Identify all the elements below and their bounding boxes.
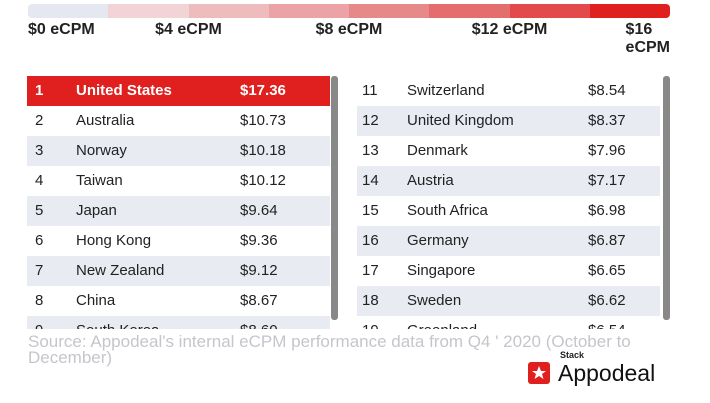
rank: 15	[362, 202, 379, 219]
table-left: 1 United States $17.36 2 Australia $10.73 3 Nor…	[27, 76, 330, 329]
ecpm: $6.65	[588, 262, 626, 279]
table-row: 5 Japan $9.64	[27, 196, 330, 226]
rank: 6	[35, 232, 44, 249]
legend-label: $16 eCPM	[625, 21, 670, 56]
legend-label: $4 eCPM	[155, 21, 222, 38]
scrollbar[interactable]	[663, 76, 670, 320]
country: Japan	[76, 202, 117, 219]
ecpm: $9.36	[240, 232, 278, 249]
table-row: 12 United Kingdom $8.37	[357, 106, 660, 136]
logo-small: Stack	[560, 350, 585, 360]
color-legend: $0 eCPM $4 eCPM $8 eCPM $12 eCPM $16 eCPM	[0, 0, 710, 56]
rank: 13	[362, 142, 379, 159]
ecpm: $6.98	[588, 202, 626, 219]
rank: 11	[362, 82, 378, 99]
ecpm: $6.54	[588, 316, 626, 329]
rank: 2	[35, 112, 44, 129]
country: South Africa	[407, 202, 488, 219]
table-row: 9 South Korea $8.60	[27, 316, 330, 329]
country: South Korea	[76, 316, 159, 329]
logo-name: Appodeal	[558, 360, 656, 386]
logo-star	[532, 366, 546, 379]
ecpm: $10.12	[240, 172, 286, 189]
source-note: Source: Appodeal's internal eCPM perform…	[28, 332, 631, 367]
country: Taiwan	[76, 172, 123, 189]
rank: 12	[362, 112, 379, 129]
table-row: 11 Switzerland $8.54	[357, 76, 660, 106]
table-row: 8 China $8.67	[27, 286, 330, 316]
country: United States	[76, 82, 172, 99]
table-row: 13 Denmark $7.96	[357, 136, 660, 166]
legend-segment	[509, 4, 590, 18]
legend-segment	[28, 4, 109, 18]
rank: 1	[35, 82, 44, 99]
table-row: 7 New Zealand $9.12	[27, 256, 330, 286]
ecpm: $17.36	[240, 82, 286, 99]
legend-label: $8 eCPM	[315, 21, 383, 38]
logo-icon	[528, 362, 550, 384]
country: Denmark	[407, 142, 468, 159]
ecpm: $10.73	[240, 112, 286, 129]
ecpm: $6.62	[588, 292, 626, 309]
country: Australia	[76, 112, 135, 129]
country: New Zealand	[76, 262, 165, 279]
table-row: 2 Australia $10.73	[27, 106, 330, 136]
ecpm: $9.12	[240, 262, 278, 279]
legend-segment	[429, 4, 510, 18]
rank: 8	[35, 292, 44, 309]
country: Austria	[407, 172, 454, 189]
table-row: 14 Austria $7.17	[357, 166, 660, 196]
rank: 9	[35, 316, 43, 329]
rank: 14	[362, 172, 379, 189]
table-row: 4 Taiwan $10.12	[27, 166, 330, 196]
scrollbar[interactable]	[331, 76, 338, 320]
ecpm: $8.54	[588, 82, 626, 99]
rank: 19	[362, 316, 379, 329]
rank: 18	[362, 292, 379, 309]
table-row: 3 Norway $10.18	[27, 136, 330, 166]
ecpm: $6.87	[588, 232, 626, 249]
ecpm: $8.67	[240, 292, 278, 309]
country: United Kingdom	[407, 112, 514, 129]
legend-label: $0 eCPM	[28, 21, 95, 38]
rank: 5	[35, 202, 44, 219]
table-row: 19 Greenland $6.54	[357, 316, 660, 329]
legend-segment	[188, 4, 269, 18]
table-row: 18 Sweden $6.62	[357, 286, 660, 316]
country: Hong Kong	[76, 232, 152, 249]
country: China	[76, 292, 116, 309]
rank: 16	[362, 232, 379, 249]
ecpm: $8.60	[240, 316, 278, 329]
rank: 17	[362, 262, 379, 279]
legend-segment	[108, 4, 189, 18]
country: Norway	[76, 142, 127, 159]
table-row: 6 Hong Kong $9.36	[27, 226, 330, 256]
legend-segment	[268, 4, 349, 18]
country: Switzerland	[407, 82, 485, 99]
rank: 7	[35, 262, 44, 279]
table-row: 1 United States $17.36	[27, 76, 330, 106]
rank: 3	[35, 142, 44, 159]
rank: 4	[35, 172, 44, 189]
table-right: 11 Switzerland $8.54 12 United Kingdom $8.37 1…	[357, 76, 660, 329]
ecpm: $10.18	[240, 142, 286, 159]
ecpm: $7.96	[588, 142, 626, 159]
country: Sweden	[407, 292, 462, 309]
country: Singapore	[407, 262, 476, 279]
ecpm: $9.64	[240, 202, 278, 219]
legend-segment	[349, 4, 430, 18]
country: Greenland	[407, 316, 477, 329]
table-row: 15 South Africa $6.98	[357, 196, 660, 226]
ecpm: $7.17	[588, 172, 626, 189]
country: Germany	[407, 232, 469, 249]
legend-label: $12 eCPM	[471, 21, 548, 38]
table-row: 16 Germany $6.87	[357, 226, 660, 256]
ecpm: $8.37	[588, 112, 626, 129]
legend-segment	[589, 4, 670, 18]
table-row: 17 Singapore $6.65	[357, 256, 660, 286]
